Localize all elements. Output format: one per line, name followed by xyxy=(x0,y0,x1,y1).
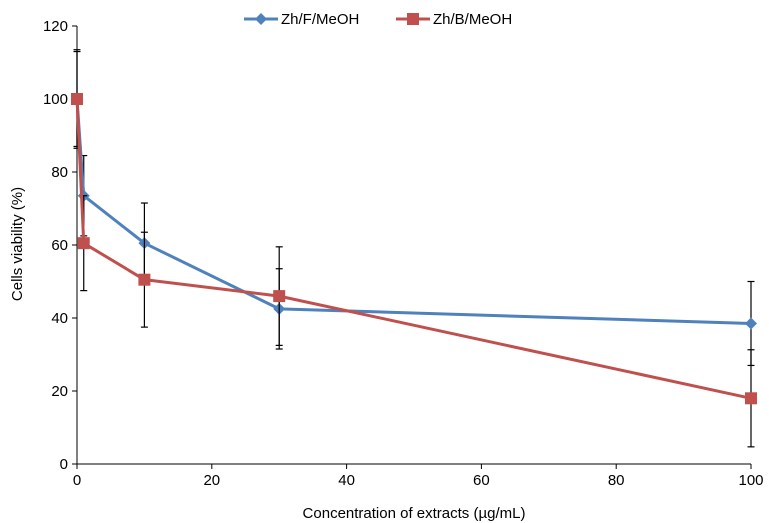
x-tick-label: 80 xyxy=(608,472,625,489)
y-tick-label: 40 xyxy=(51,310,68,327)
y-tick-label: 80 xyxy=(51,164,68,181)
y-tick-label: 120 xyxy=(43,18,68,35)
data-point xyxy=(745,392,757,405)
y-tick-label: 0 xyxy=(60,456,68,473)
y-tick-label: 20 xyxy=(51,383,68,400)
plot-area xyxy=(71,49,757,448)
x-tick-label: 60 xyxy=(473,472,490,489)
data-point xyxy=(273,290,286,303)
y-axis: 0 20 40 60 80 100 120 xyxy=(43,18,78,473)
x-tick-label: 20 xyxy=(203,472,220,489)
x-axis-title: Concentration of extracts (µg/mL) xyxy=(303,505,526,522)
x-tick-label: 40 xyxy=(338,472,355,489)
data-point xyxy=(745,317,757,330)
data-point xyxy=(71,93,83,105)
y-tick-label: 60 xyxy=(51,237,68,254)
legend-label: Zh/F/MeOH xyxy=(281,11,359,28)
legend-label: Zh/B/MeOH xyxy=(433,11,512,28)
data-point xyxy=(77,237,90,250)
legend-marker xyxy=(407,13,419,25)
legend-marker xyxy=(255,13,267,25)
y-axis-title: Cells viability (%) xyxy=(9,187,26,301)
data-point xyxy=(138,273,151,286)
x-axis: 0 20 40 60 80 100 xyxy=(73,463,764,489)
series-2 xyxy=(71,50,757,448)
series-1 xyxy=(71,49,757,367)
x-tick-label: 0 xyxy=(73,472,81,489)
series-line xyxy=(75,98,752,325)
series-line xyxy=(75,98,752,400)
y-tick-label: 100 xyxy=(43,91,68,108)
legend: Zh/F/MeOH Zh/B/MeOH xyxy=(244,11,512,28)
x-tick-label: 100 xyxy=(738,472,763,489)
